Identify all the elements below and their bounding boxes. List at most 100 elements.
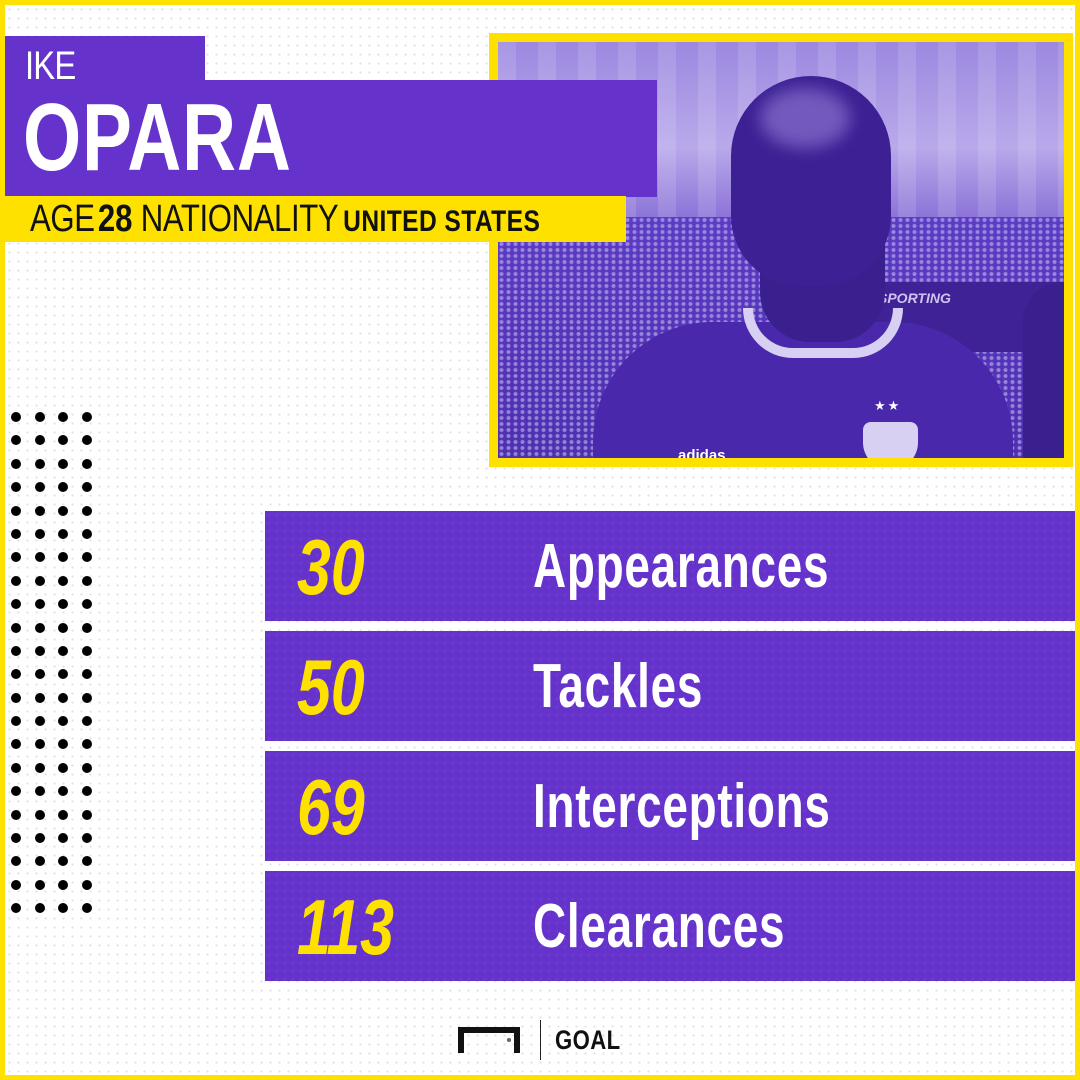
dot (34, 903, 45, 914)
dot (81, 903, 92, 914)
dot (58, 786, 68, 797)
goal-frame-icon (458, 1027, 520, 1053)
player-info-band: AGE 28 NATIONALITY UNITED STATES (5, 196, 626, 242)
dot (11, 856, 21, 867)
dot (34, 552, 45, 563)
dot (11, 762, 21, 773)
stat-row-appearances: 30 Appearances (265, 511, 1075, 621)
dot (34, 575, 45, 586)
dot (11, 669, 21, 680)
dot (11, 786, 21, 797)
dot (81, 482, 92, 493)
dot (81, 669, 92, 680)
dot (11, 739, 21, 750)
dot (34, 856, 45, 867)
stat-label: Appearances (533, 532, 830, 601)
dot (11, 879, 21, 890)
dot (34, 786, 45, 797)
dot (34, 645, 45, 656)
dot (34, 692, 45, 703)
nationality-value: UNITED STATES (343, 204, 541, 238)
dot (58, 552, 68, 563)
nationality-label: NATIONALITY (140, 197, 339, 240)
stat-label: Interceptions (533, 772, 831, 841)
dot (11, 575, 21, 586)
dot (34, 669, 45, 680)
dot (81, 575, 92, 586)
dot (81, 528, 92, 539)
dot (58, 599, 68, 610)
dot (58, 458, 68, 469)
dot (34, 412, 45, 422)
dot (11, 482, 21, 493)
dot (11, 809, 21, 820)
dot (81, 645, 92, 656)
dot (34, 599, 45, 610)
stat-row-tackles: 50 Tackles (265, 631, 1075, 741)
dot (11, 435, 21, 446)
dot (34, 833, 45, 844)
goal-logo: GOAL (458, 1020, 635, 1060)
head-highlight (760, 88, 850, 148)
dot (11, 622, 21, 633)
stat-label: Tackles (533, 652, 704, 721)
stat-label: Clearances (533, 892, 786, 961)
dot (81, 833, 92, 844)
dot (34, 762, 45, 773)
goal-wordmark: GOAL (555, 1024, 621, 1055)
dot (58, 879, 68, 890)
dot (58, 622, 68, 633)
dot (34, 528, 45, 539)
stat-row-interceptions: 69 Interceptions (265, 751, 1075, 861)
dot (58, 716, 68, 727)
dot (81, 809, 92, 820)
last-name-block (5, 80, 657, 197)
player-head (731, 76, 891, 286)
stat-value: 30 (297, 523, 365, 611)
player-photo: SPORTING ★★ adidas (498, 42, 1064, 458)
stat-row-clearances: 113 Clearances (265, 871, 1075, 981)
dot (58, 435, 68, 446)
dot (34, 505, 45, 516)
dot (81, 505, 92, 516)
last-name: OPARA (23, 84, 292, 191)
age-value: 28 (97, 197, 133, 240)
dot (58, 505, 68, 516)
dot (81, 762, 92, 773)
first-name-block (5, 36, 205, 82)
dot (81, 435, 92, 446)
age-label: AGE (30, 197, 95, 240)
dot (34, 622, 45, 633)
dot (58, 482, 68, 493)
dot (58, 692, 68, 703)
dot (11, 645, 21, 656)
dot (11, 716, 21, 727)
decorative-dot-grid (11, 412, 106, 932)
dot (34, 458, 45, 469)
first-name: IKE (25, 44, 76, 88)
dot (34, 716, 45, 727)
stat-value: 113 (297, 883, 395, 971)
jersey-collar (743, 308, 903, 358)
dot (58, 669, 68, 680)
dot (58, 645, 68, 656)
stats-list: 30 Appearances 50 Tackles 69 Interceptio… (265, 511, 1075, 991)
dot (34, 879, 45, 890)
stat-value: 50 (297, 643, 365, 731)
dot (58, 833, 68, 844)
dot (58, 412, 68, 422)
dot (11, 552, 21, 563)
shirt-brand: adidas (678, 447, 726, 458)
goal-ball-icon (507, 1038, 511, 1042)
banner-text: SPORTING (878, 290, 951, 306)
club-crest-icon (863, 422, 918, 458)
dot (11, 903, 21, 914)
dot (11, 599, 21, 610)
dot (58, 739, 68, 750)
player-stats-card: SPORTING ★★ adidas IKE OPARA AGE 28 NATI… (5, 5, 1075, 1075)
dot (58, 903, 68, 914)
crest-stars-icon: ★★ (874, 398, 902, 413)
dot (81, 599, 92, 610)
dot (11, 505, 21, 516)
dot (81, 458, 92, 469)
